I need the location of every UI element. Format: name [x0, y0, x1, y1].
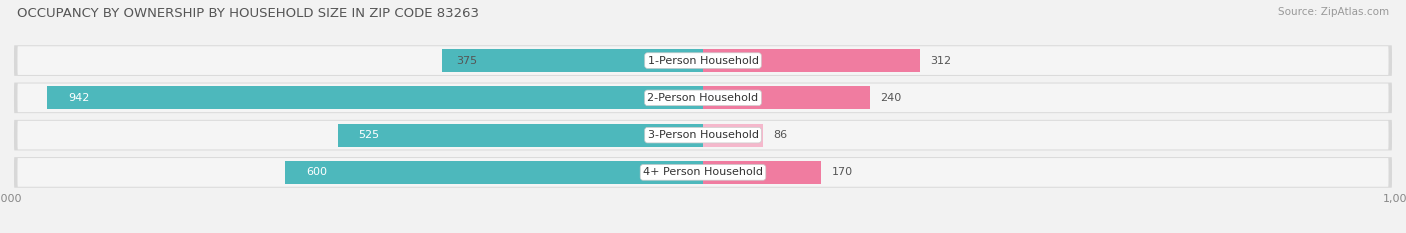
FancyBboxPatch shape [14, 157, 1392, 188]
FancyBboxPatch shape [17, 46, 1389, 75]
Text: 312: 312 [931, 56, 952, 65]
Text: 240: 240 [880, 93, 901, 103]
Bar [285, 161, 703, 184]
Text: 525: 525 [359, 130, 380, 140]
Text: 942: 942 [69, 93, 90, 103]
FancyBboxPatch shape [14, 120, 1392, 151]
Bar [48, 86, 703, 110]
Text: 375: 375 [456, 56, 477, 65]
Text: 600: 600 [307, 168, 328, 177]
Bar [703, 161, 821, 184]
Text: 4+ Person Household: 4+ Person Household [643, 168, 763, 177]
Bar [703, 123, 763, 147]
Bar [703, 49, 920, 72]
Bar [337, 123, 703, 147]
Bar [703, 86, 870, 110]
Text: 1-Person Household: 1-Person Household [648, 56, 758, 65]
FancyBboxPatch shape [17, 121, 1389, 150]
FancyBboxPatch shape [17, 83, 1389, 112]
FancyBboxPatch shape [14, 45, 1392, 76]
Text: 170: 170 [832, 168, 853, 177]
Text: 3-Person Household: 3-Person Household [648, 130, 758, 140]
FancyBboxPatch shape [14, 82, 1392, 113]
Text: Source: ZipAtlas.com: Source: ZipAtlas.com [1278, 7, 1389, 17]
Text: OCCUPANCY BY OWNERSHIP BY HOUSEHOLD SIZE IN ZIP CODE 83263: OCCUPANCY BY OWNERSHIP BY HOUSEHOLD SIZE… [17, 7, 479, 20]
Text: 2-Person Household: 2-Person Household [647, 93, 759, 103]
Text: 86: 86 [773, 130, 787, 140]
FancyBboxPatch shape [17, 158, 1389, 187]
Bar [441, 49, 703, 72]
